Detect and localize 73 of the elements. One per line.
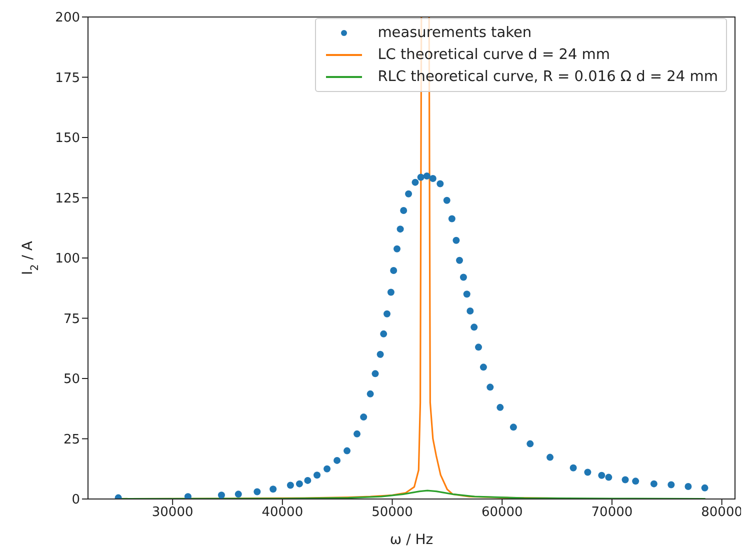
- point: [417, 174, 424, 181]
- point: [605, 474, 612, 481]
- y-tick-label: 175: [55, 70, 80, 86]
- point: [394, 245, 400, 252]
- point: [380, 330, 388, 338]
- point: [475, 344, 482, 351]
- point: [390, 267, 398, 274]
- point: [254, 488, 261, 496]
- point: [470, 324, 478, 331]
- point: [396, 226, 404, 233]
- point: [334, 456, 341, 464]
- point: [324, 465, 331, 472]
- point: [570, 464, 577, 472]
- point: [510, 424, 517, 431]
- x-tick-label: 60000: [481, 505, 523, 520]
- x-tick-label: 50000: [372, 505, 413, 520]
- x-tick-label: 70000: [591, 505, 633, 520]
- y-tick-label: 125: [55, 191, 80, 206]
- point: [314, 472, 321, 479]
- point: [354, 430, 361, 438]
- point: [486, 384, 494, 391]
- point: [387, 288, 394, 296]
- point: [546, 454, 554, 461]
- point: [372, 370, 379, 378]
- point: [526, 440, 534, 448]
- point: [400, 207, 408, 214]
- point: [584, 468, 592, 476]
- point: [184, 493, 192, 499]
- x-tick-label: 30000: [152, 505, 194, 520]
- point: [448, 215, 456, 222]
- y-tick-label: 50: [63, 372, 80, 388]
- point: [443, 196, 450, 204]
- point: [456, 256, 464, 264]
- point: [452, 236, 460, 244]
- y-tick-label: 75: [63, 312, 80, 327]
- point: [270, 486, 277, 493]
- x-axis-title: ω / Hz: [390, 532, 434, 548]
- point: [423, 172, 430, 180]
- point: [701, 484, 708, 492]
- x-tick-label: 40000: [262, 505, 304, 520]
- point: [460, 274, 467, 281]
- point: [684, 482, 692, 490]
- point: [384, 310, 391, 318]
- point: [632, 478, 640, 485]
- point: [344, 447, 351, 454]
- point: [366, 390, 374, 398]
- legend-label: RLC theoretical curve, R = 0.016 Ω d = 24 mm: [378, 69, 718, 85]
- point: [598, 472, 606, 479]
- point: [360, 414, 368, 421]
- legend-label: measurements taken: [378, 25, 532, 41]
- point: [496, 404, 504, 411]
- point: [412, 178, 419, 186]
- point: [296, 480, 303, 488]
- y-tick-label: 150: [55, 131, 80, 146]
- point: [429, 174, 436, 182]
- point: [480, 364, 487, 371]
- point: [466, 308, 474, 315]
- point: [376, 350, 384, 358]
- y-tick-label: 100: [55, 252, 80, 267]
- y-tick-label: 25: [63, 432, 80, 448]
- y-tick-label: 0: [72, 492, 80, 508]
- point: [622, 476, 629, 484]
- point: [650, 480, 658, 488]
- point: [405, 190, 412, 198]
- point: [234, 490, 242, 498]
- point: [668, 481, 675, 488]
- point: [436, 180, 444, 188]
- point: [218, 492, 225, 499]
- point: [463, 290, 470, 298]
- point: [286, 482, 294, 489]
- y-tick-label: 200: [55, 10, 80, 26]
- legend-label: LC theoretical curve d = 24 mm: [378, 47, 610, 63]
- point: [304, 476, 312, 484]
